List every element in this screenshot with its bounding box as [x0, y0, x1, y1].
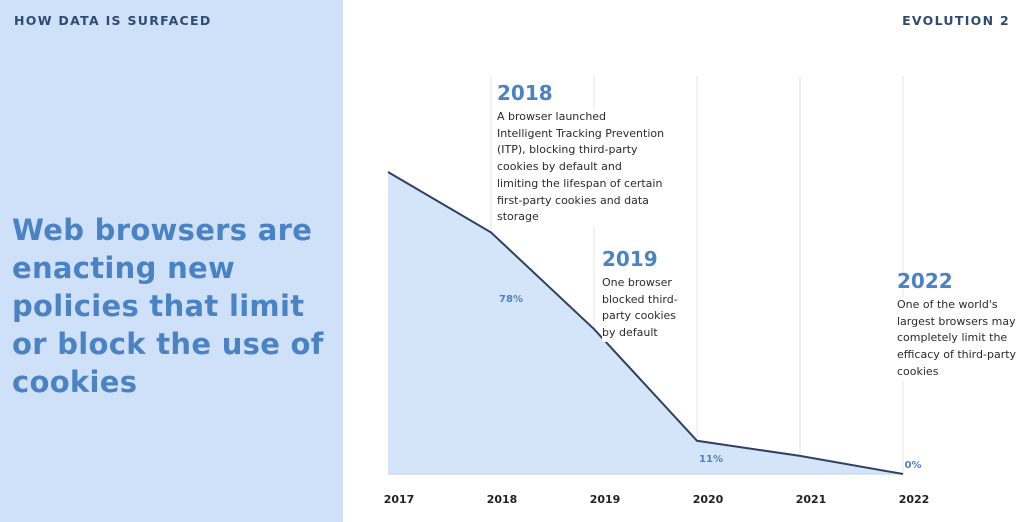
annotation-text: One of the world's largest browsers may …	[897, 297, 1017, 381]
x-tick-label: 2022	[899, 493, 930, 506]
x-tick-label: 2019	[590, 493, 621, 506]
annotation-text: One browser blocked third-party cookies …	[602, 275, 688, 342]
annotation-year: 2019	[602, 247, 658, 271]
x-tick-label: 2020	[693, 493, 724, 506]
annotation-2022: 2022 One of the world's largest browsers…	[897, 270, 1017, 381]
left-panel	[0, 0, 343, 522]
data-label: 78%	[499, 294, 523, 305]
headline: Web browsers are enacting new policies t…	[12, 213, 324, 399]
evolution-tag: EVOLUTION 2	[902, 13, 1010, 28]
annotation-year: 2018	[497, 81, 553, 105]
series-line	[387, 171, 904, 475]
section-label: HOW DATA IS SURFACED	[14, 13, 212, 28]
data-label: 11%	[699, 454, 723, 465]
annotation-2019: 2019 One browser blocked third-party coo…	[602, 248, 688, 342]
data-label: 0%	[905, 460, 922, 471]
annotation-text: A browser launched Intelligent Tracking …	[497, 109, 665, 226]
x-tick-label: 2017	[384, 493, 415, 506]
x-tick-label: 2018	[487, 493, 518, 506]
x-tick-label: 2021	[796, 493, 827, 506]
annotation-2018: 2018 A browser launched Intelligent Trac…	[497, 82, 665, 226]
annotation-year: 2022	[897, 269, 953, 293]
chart-area	[388, 172, 903, 474]
